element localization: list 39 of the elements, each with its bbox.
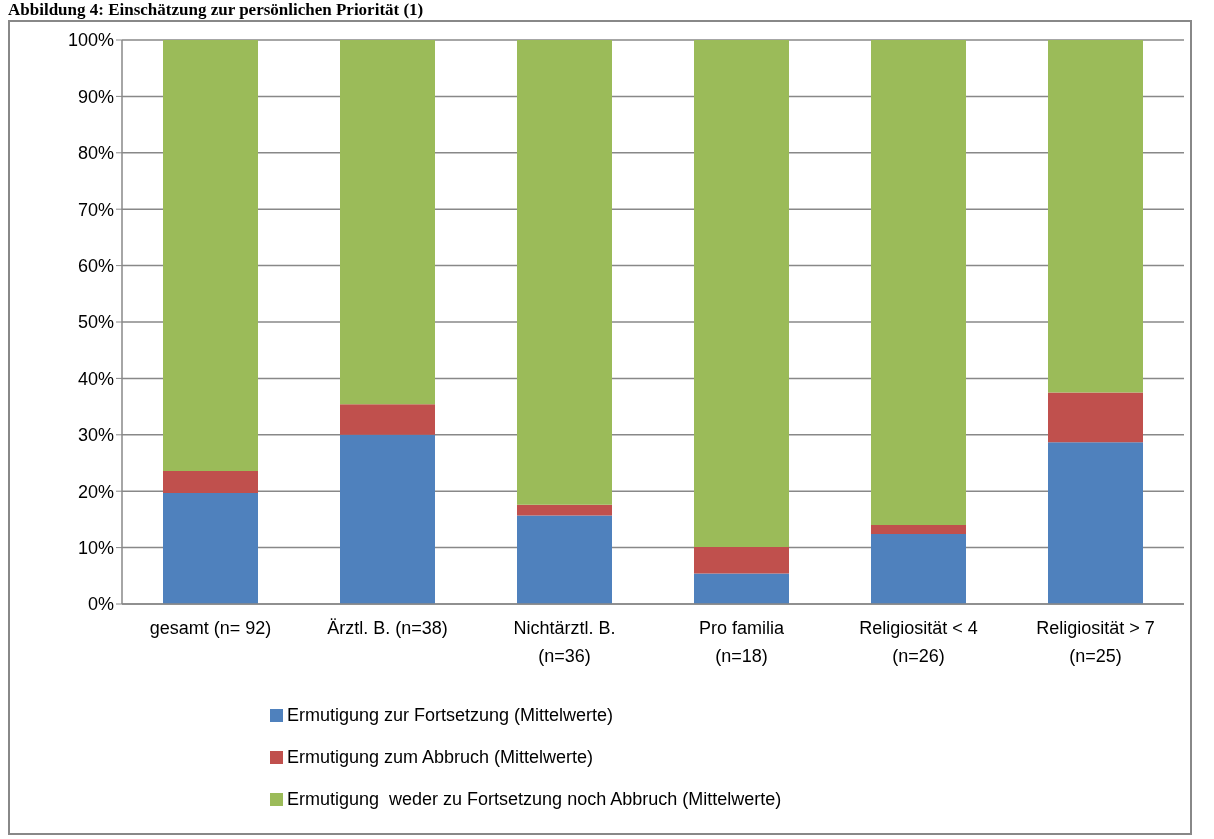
- x-tick-label: Nichtärztl. B. (n=36): [513, 618, 616, 666]
- y-tick-label: 80%: [77, 143, 114, 164]
- bar: [163, 492, 258, 604]
- bar: [871, 534, 966, 604]
- x-tick-label: Religiosität > 7 (n=25): [1036, 618, 1155, 666]
- y-tick-label: 60%: [77, 255, 114, 276]
- bar: [340, 40, 435, 405]
- y-tick-label: 90%: [77, 86, 114, 107]
- bar: [694, 547, 789, 574]
- legend-label: Ermutigung zur Fortsetzung (Mittelwerte): [287, 704, 614, 726]
- bar: [163, 40, 258, 471]
- x-tick-label: Religiosität < 4 (n=26): [859, 618, 978, 666]
- legend-label: Ermutigung zum Abbruch (Mittelwerte): [287, 746, 594, 768]
- y-tick-label: 10%: [77, 537, 114, 558]
- bar: [163, 470, 258, 493]
- bar: [517, 515, 612, 604]
- x-tick-label: gesamt (n= 92): [149, 618, 272, 638]
- y-tick-label: 50%: [77, 312, 114, 333]
- chart-title: Abbildung 4: Einschätzung zur persönlichen Priorität (1): [8, 0, 425, 20]
- y-tick-label: 40%: [77, 368, 114, 389]
- bar: [871, 40, 966, 526]
- y-tick-label: 0%: [87, 594, 114, 615]
- x-tick-label: Ärztl. B. (n=38): [327, 618, 448, 638]
- bar: [694, 573, 789, 604]
- y-tick-label: 20%: [77, 481, 114, 502]
- x-tick-label: Pro familia (n=18): [698, 618, 785, 666]
- bar: [1048, 442, 1143, 604]
- legend-label: Ermutigung weder zu Fortsetzung noch Abbruch (Mittelwerte): [287, 788, 782, 810]
- bar: [340, 404, 435, 435]
- bar: [1048, 40, 1143, 393]
- bar: [340, 434, 435, 604]
- y-tick-label: 30%: [77, 425, 114, 446]
- bar: [517, 40, 612, 505]
- y-tick-label: 100%: [67, 30, 114, 51]
- bar: [871, 525, 966, 535]
- bar: [517, 504, 612, 516]
- bar: [1048, 392, 1143, 443]
- y-tick-label: 70%: [77, 199, 114, 220]
- bar: [694, 40, 789, 548]
